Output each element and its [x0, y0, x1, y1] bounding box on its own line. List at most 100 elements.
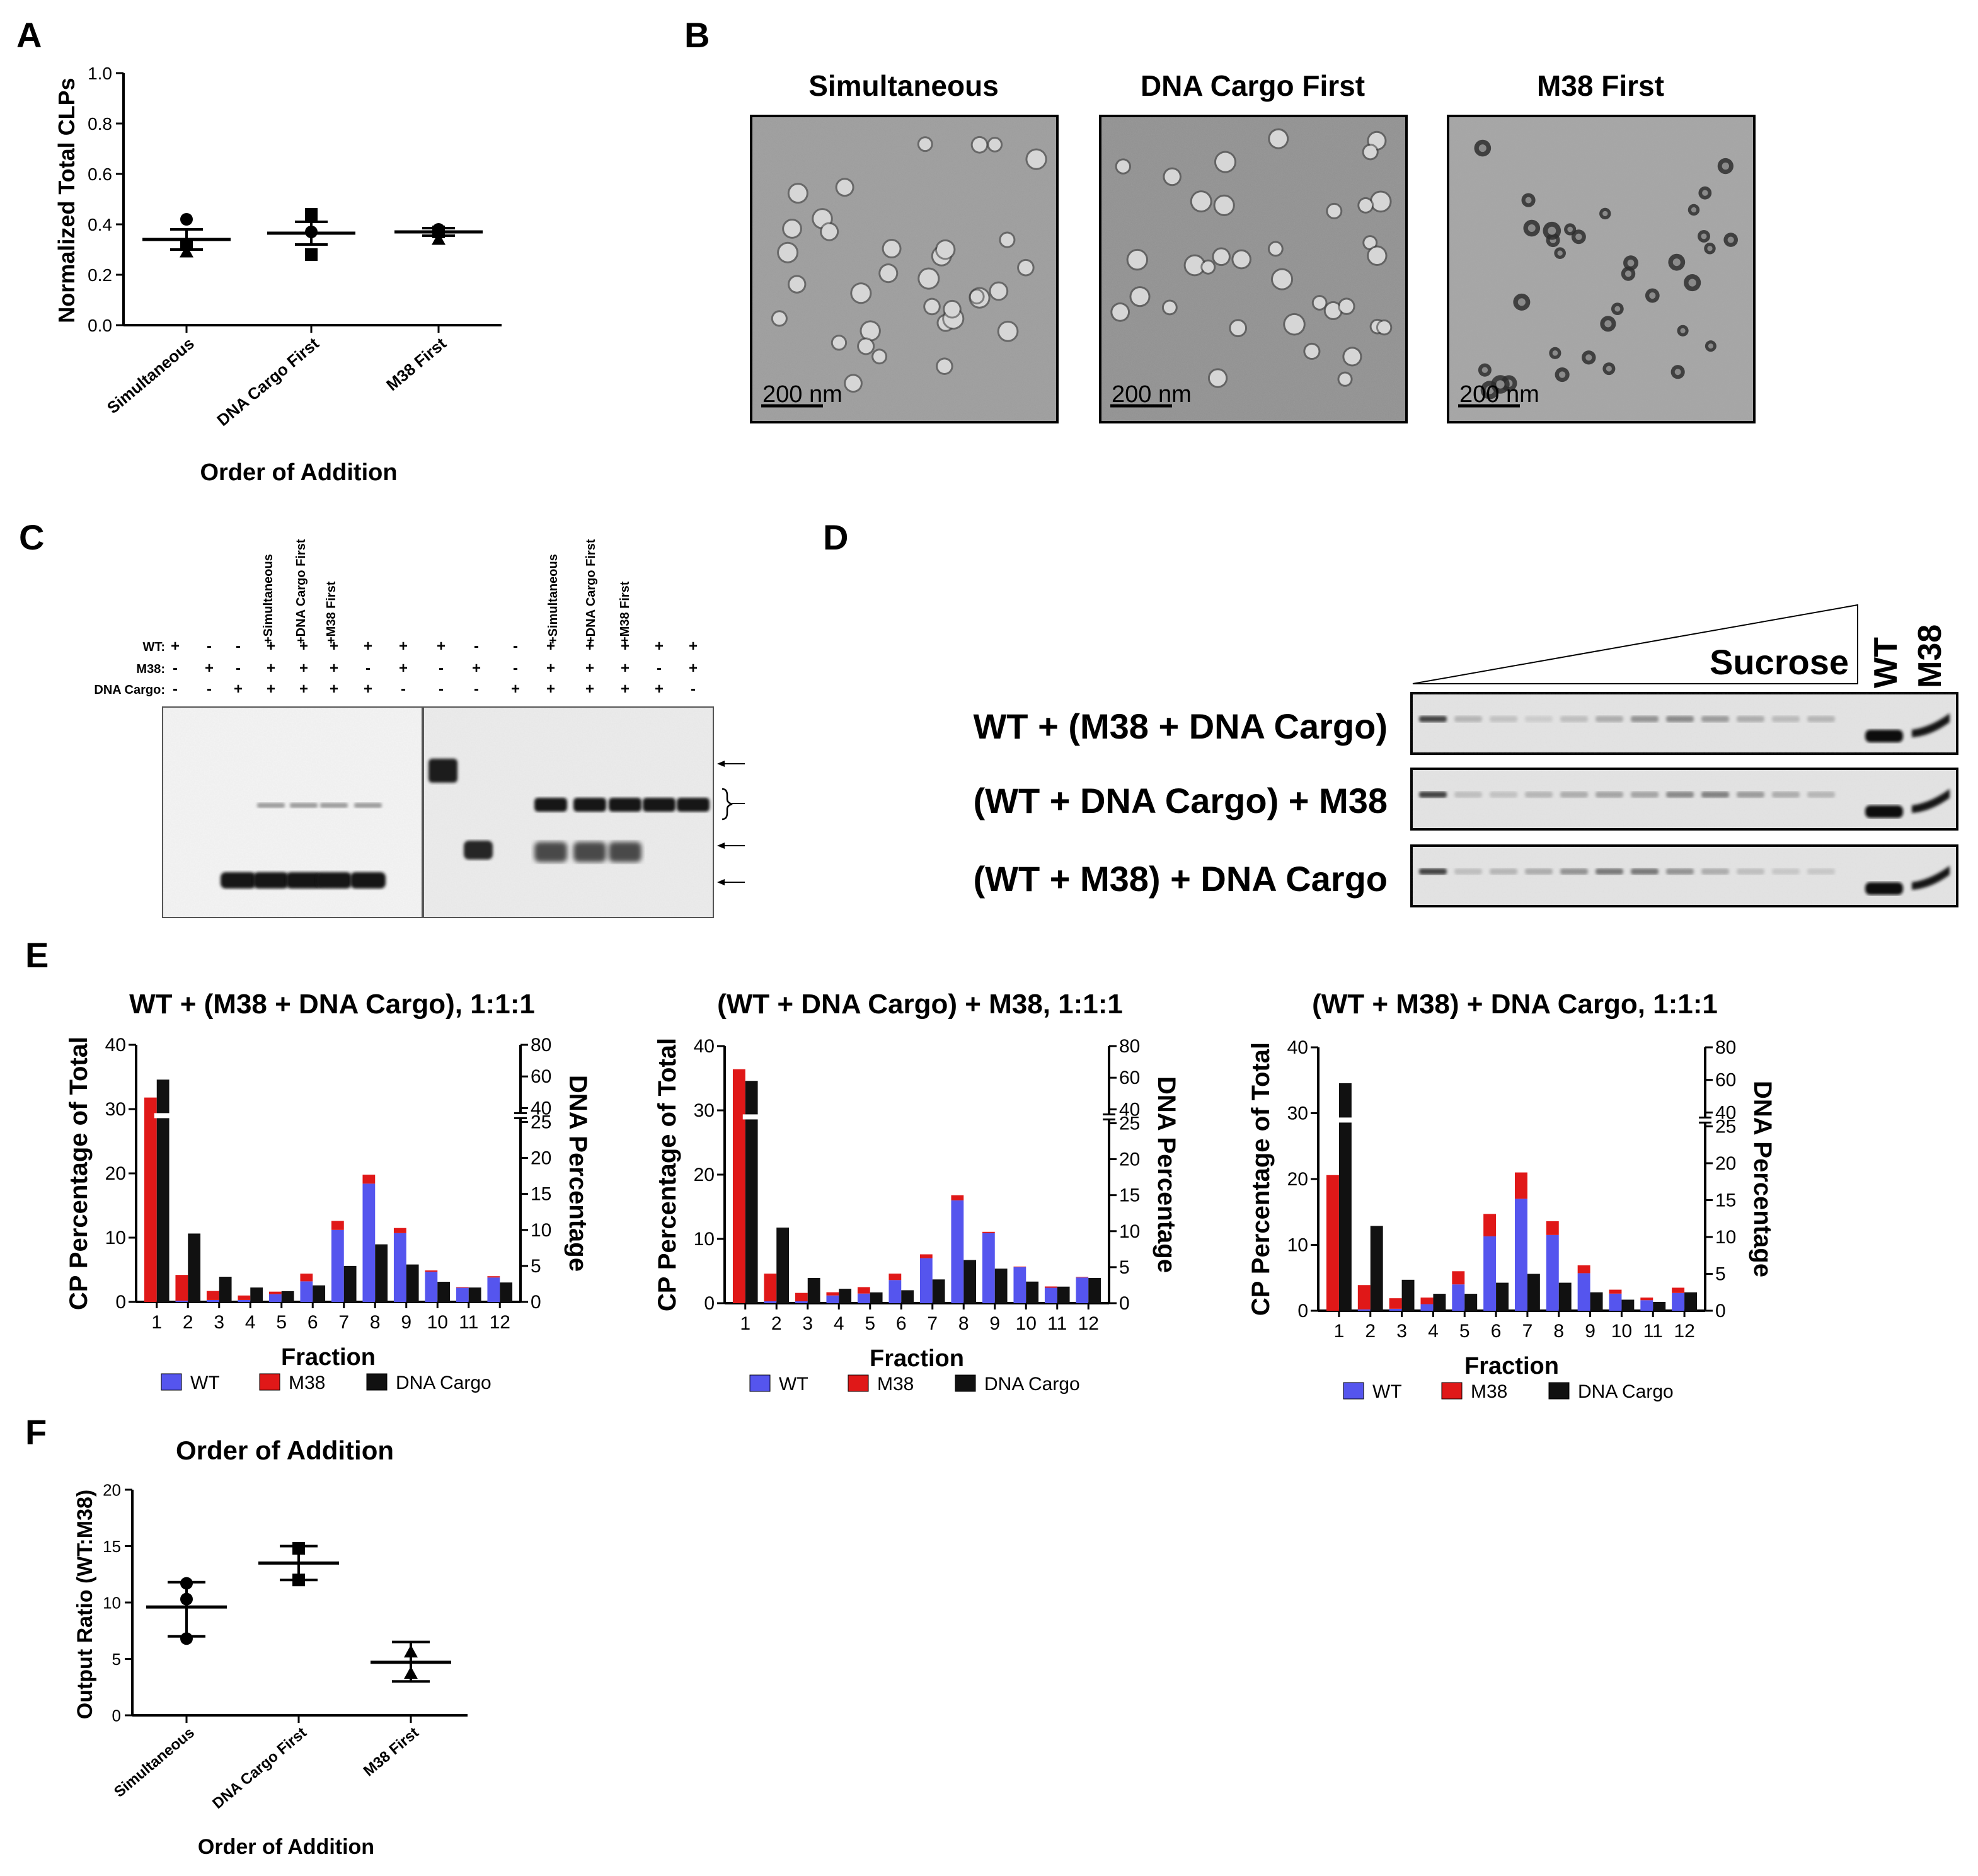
- y2-tick-label: 60: [1119, 1067, 1140, 1088]
- bar-m38: [764, 1274, 777, 1301]
- y-tick-label: 30: [105, 1099, 126, 1120]
- x-tick-label: 12: [1078, 1313, 1099, 1334]
- gel-sign: -: [365, 660, 371, 677]
- bar-dna: [1496, 1282, 1509, 1311]
- fraction-band: [1737, 791, 1764, 798]
- gel-sign: -: [401, 681, 406, 698]
- y-tick-label: 10: [694, 1229, 715, 1250]
- data-point: [432, 232, 446, 245]
- fraction-band: [1807, 868, 1835, 875]
- x-tick-label: 4: [834, 1313, 844, 1334]
- bar-wt: [1389, 1308, 1402, 1311]
- y-tick-label: 0.4: [88, 215, 112, 234]
- bar-wt: [1546, 1234, 1559, 1311]
- y2-tick-label: 60: [1715, 1070, 1736, 1091]
- gel-column-header: +M38 First: [618, 581, 632, 644]
- y2-axis-label: DNA Percentage: [564, 1075, 592, 1272]
- y2-tick-label: 20: [1715, 1153, 1736, 1174]
- fraction-band: [1490, 716, 1517, 722]
- x-tick-label: 4: [245, 1312, 256, 1333]
- y2-tick-label: 80: [1715, 1037, 1736, 1058]
- gel-band-clp-faint: [354, 803, 382, 808]
- panel-letter-a: A: [16, 15, 42, 55]
- fraction-band: [1631, 868, 1659, 875]
- bar-m38: [1452, 1271, 1465, 1285]
- tem-particle-core: [1233, 251, 1250, 268]
- bar-m38: [1577, 1265, 1590, 1274]
- gel-sign: +: [546, 638, 555, 655]
- legend-swatch: [749, 1374, 771, 1392]
- bar-m38: [732, 1069, 745, 1303]
- sucrose-gel-texture: [1412, 846, 1957, 906]
- tem-particle-core: [1001, 233, 1014, 246]
- tem-image-border: [750, 115, 1059, 423]
- gel-arrow-head: [717, 879, 725, 885]
- gel-sign: +: [472, 660, 481, 677]
- gel-band-dna: [286, 872, 321, 889]
- y2-tick-label: 40: [531, 1098, 551, 1119]
- bar-m38: [795, 1292, 808, 1301]
- y-tick-label: 0: [1297, 1301, 1308, 1321]
- tem-particle-core: [873, 350, 886, 363]
- tem-particle-core: [1313, 297, 1326, 309]
- bar-m38: [1326, 1175, 1339, 1311]
- x-tick-label: 9: [401, 1312, 411, 1333]
- tem-particle-core: [1649, 292, 1656, 299]
- tem-particle-core: [1496, 380, 1505, 389]
- sucrose-label: Sucrose: [1710, 642, 1849, 682]
- gel-band-m38-smear: [534, 842, 567, 862]
- x-tick-label: 5: [865, 1313, 875, 1334]
- bar-wt: [425, 1272, 438, 1302]
- bar-wt: [1609, 1293, 1622, 1311]
- x-tick-label: 3: [1396, 1321, 1407, 1342]
- panel-f-ylabel: Output Ratio (WT:M38): [73, 1490, 97, 1720]
- bar-wt: [362, 1183, 376, 1302]
- x-tick-label: 3: [214, 1312, 224, 1333]
- tem-particle-core: [1567, 226, 1573, 233]
- legend-swatch: [161, 1373, 182, 1391]
- fraction-band: [1525, 791, 1553, 798]
- x-tick-label: 10: [427, 1312, 448, 1333]
- d-lane-label-m38: M38: [1912, 624, 1948, 688]
- fraction-band: [1666, 791, 1694, 798]
- bar-dna: [1433, 1294, 1446, 1311]
- tem-title-3: M38 First: [1537, 69, 1664, 102]
- bar-wt: [1452, 1284, 1465, 1311]
- y2-tick-label: 40: [1119, 1099, 1140, 1120]
- bar-m38: [268, 1291, 282, 1294]
- y2-tick-label: 80: [1119, 1036, 1140, 1057]
- tem-scale-label: 200 nm: [1459, 381, 1539, 408]
- bar-m38: [425, 1270, 438, 1272]
- y2-tick-label: 25: [1715, 1116, 1736, 1137]
- gel-sign: -: [513, 638, 518, 655]
- bar-m38: [888, 1274, 902, 1280]
- gel-band-clp: [677, 798, 710, 812]
- bar-dna: [776, 1228, 790, 1303]
- bar-m38: [144, 1097, 157, 1302]
- y2-tick-label: 15: [531, 1184, 551, 1205]
- bar-wt: [268, 1294, 282, 1302]
- bar-dna: [1370, 1226, 1383, 1311]
- gel-sign: +: [655, 638, 664, 655]
- gel-arrow-head: [717, 761, 725, 767]
- fraction-band: [1772, 791, 1800, 798]
- fraction-band: [1560, 791, 1588, 798]
- tem-particle-core: [1272, 270, 1292, 289]
- bar-dna: [994, 1269, 1008, 1303]
- tem-particle-core: [1328, 204, 1341, 218]
- y2-axis-label: DNA Percentage: [1749, 1081, 1776, 1277]
- y2-tick-label: 25: [1119, 1113, 1140, 1134]
- tem-particle-core: [837, 180, 853, 195]
- tem-particle-core: [1606, 365, 1612, 372]
- bar-break-gap: [742, 1114, 761, 1120]
- fraction-band: [1666, 868, 1694, 875]
- tem-particle-core: [1481, 367, 1488, 373]
- y-axis-label: CP Percentage of Total: [65, 1037, 93, 1310]
- panel-letter-b: B: [684, 15, 710, 55]
- panel-b-tem-images: Simultaneous DNA Cargo First M38 First 2…: [750, 69, 1756, 423]
- gel-band-free-m38: [464, 841, 493, 860]
- bar-wt: [1577, 1273, 1590, 1311]
- bar-wt: [1514, 1199, 1527, 1311]
- bar-wt: [487, 1277, 500, 1302]
- bar-m38: [175, 1275, 188, 1301]
